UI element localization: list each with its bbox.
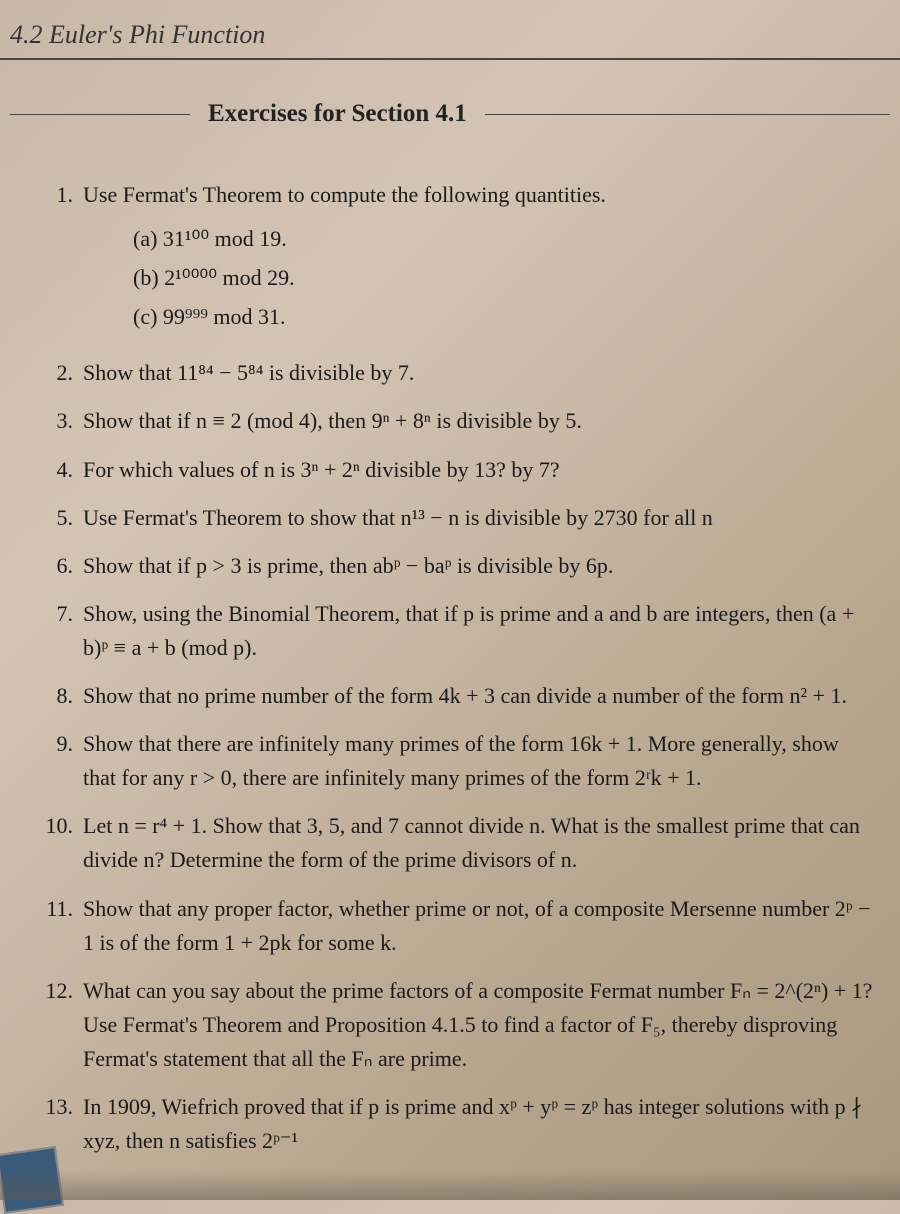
exercise-number: 8.	[45, 679, 83, 713]
sub-label: (c)	[133, 304, 157, 329]
exercise-text: In 1909, Wiefrich proved that if p is pr…	[83, 1090, 875, 1158]
exercise-item: 7. Show, using the Binomial Theorem, tha…	[45, 597, 875, 665]
exercise-number: 2.	[45, 356, 83, 390]
exercise-item: 6. Show that if p > 3 is prime, then abᵖ…	[45, 549, 875, 583]
sub-label: (a)	[133, 226, 157, 251]
section-rule-right	[485, 114, 890, 115]
exercise-item: 10. Let n = r⁴ + 1. Show that 3, 5, and …	[45, 809, 875, 877]
exercise-number: 1.	[45, 178, 83, 342]
exercise-text: Let n = r⁴ + 1. Show that 3, 5, and 7 ca…	[83, 809, 875, 877]
sub-item: (a) 31¹⁰⁰ mod 19.	[133, 222, 875, 256]
exercise-number: 11.	[45, 892, 83, 960]
sub-item: (c) 99⁹⁹⁹ mod 31.	[133, 300, 875, 334]
exercise-item: 3. Show that if n ≡ 2 (mod 4), then 9ⁿ +…	[45, 404, 875, 438]
page-header: 4.2 Euler's Phi Function	[0, 20, 900, 50]
exercise-item: 2. Show that 11⁸⁴ − 5⁸⁴ is divisible by …	[45, 356, 875, 390]
exercise-body: Use Fermat's Theorem to compute the foll…	[83, 178, 875, 342]
exercise-number: 3.	[45, 404, 83, 438]
exercise-item: 8. Show that no prime number of the form…	[45, 679, 875, 713]
exercise-text: Show that 11⁸⁴ − 5⁸⁴ is divisible by 7.	[83, 356, 875, 390]
exercise-number: 6.	[45, 549, 83, 583]
sub-label: (b)	[133, 265, 159, 290]
exercise-text: What can you say about the prime factors…	[83, 974, 875, 1076]
section-title-row: Exercises for Section 4.1	[0, 100, 900, 128]
exercise-item: 12. What can you say about the prime fac…	[45, 974, 875, 1076]
exercise-text: For which values of n is 3ⁿ + 2ⁿ divisib…	[83, 453, 875, 487]
exercise-item: 4. For which values of n is 3ⁿ + 2ⁿ divi…	[45, 453, 875, 487]
header-rule	[0, 58, 900, 60]
sub-items: (a) 31¹⁰⁰ mod 19. (b) 2¹⁰⁰⁰⁰ mod 29. (c)…	[83, 222, 875, 334]
exercise-number: 5.	[45, 501, 83, 535]
exercises-list: 1. Use Fermat's Theorem to compute the f…	[0, 178, 900, 1158]
sub-item: (b) 2¹⁰⁰⁰⁰ mod 29.	[133, 261, 875, 295]
sub-text: 31¹⁰⁰ mod 19.	[163, 226, 287, 251]
exercise-number: 10.	[45, 809, 83, 877]
exercise-item: 5. Use Fermat's Theorem to show that n¹³…	[45, 501, 875, 535]
exercise-text: Show that there are infinitely many prim…	[83, 727, 875, 795]
exercise-item: 13. In 1909, Wiefrich proved that if p i…	[45, 1090, 875, 1158]
sub-text: 2¹⁰⁰⁰⁰ mod 29.	[164, 265, 295, 290]
exercise-number: 12.	[45, 974, 83, 1076]
exercise-item: 11. Show that any proper factor, whether…	[45, 892, 875, 960]
exercise-number: 9.	[45, 727, 83, 795]
exercise-number: 7.	[45, 597, 83, 665]
exercise-text: Use Fermat's Theorem to show that n¹³ − …	[83, 501, 875, 535]
exercise-item: 9. Show that there are infinitely many p…	[45, 727, 875, 795]
section-title: Exercises for Section 4.1	[190, 100, 485, 128]
exercise-text: Show that if p > 3 is prime, then abᵖ − …	[83, 549, 875, 583]
exercise-text: Use Fermat's Theorem to compute the foll…	[83, 182, 606, 207]
exercise-text: Show that any proper factor, whether pri…	[83, 892, 875, 960]
section-rule-left	[10, 114, 190, 115]
exercise-item: 1. Use Fermat's Theorem to compute the f…	[45, 178, 875, 342]
exercise-text: Show that no prime number of the form 4k…	[83, 679, 875, 713]
page-bottom-fade	[0, 1170, 900, 1200]
exercise-text: Show, using the Binomial Theorem, that i…	[83, 597, 875, 665]
exercise-text: Show that if n ≡ 2 (mod 4), then 9ⁿ + 8ⁿ…	[83, 404, 875, 438]
sub-text: 99⁹⁹⁹ mod 31.	[163, 304, 286, 329]
exercise-number: 4.	[45, 453, 83, 487]
